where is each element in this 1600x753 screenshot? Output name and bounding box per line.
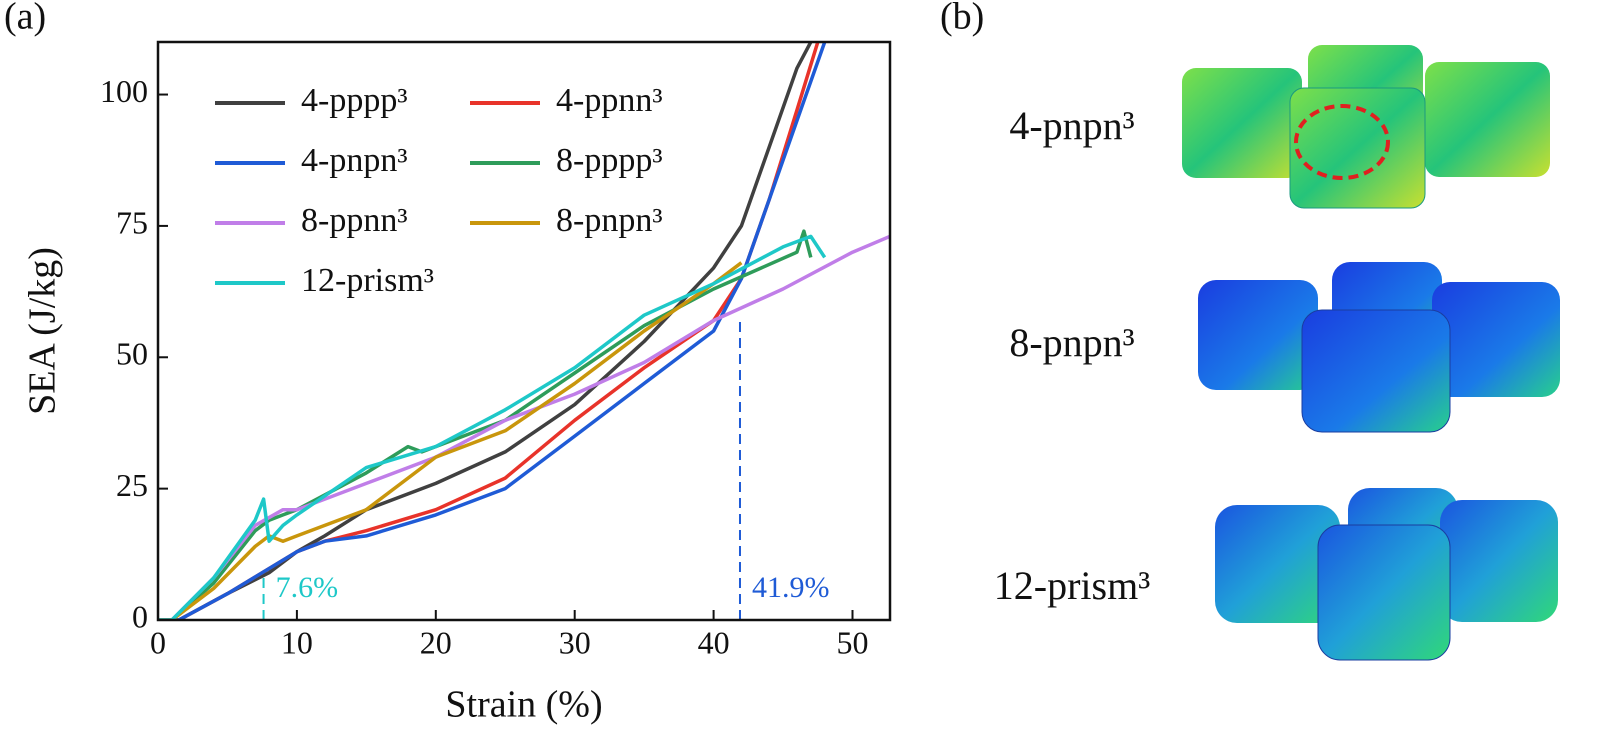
plot-frame xyxy=(156,40,892,622)
structure-label: 4-pnpn³ xyxy=(1009,103,1134,148)
y-tick-label: 50 xyxy=(116,336,148,372)
x-axis-title: Strain (%) xyxy=(445,684,602,726)
structure-images xyxy=(1182,45,1560,661)
image-8-pnpn xyxy=(1198,262,1560,433)
series-line xyxy=(158,234,827,620)
legend-label: 8-pnpn³ xyxy=(556,202,663,239)
image-4-pnpn xyxy=(1182,45,1550,209)
structure-label: 8-pnpn³ xyxy=(1009,320,1134,365)
legend-label: 8-pppp³ xyxy=(556,142,663,179)
structure-label: 12-prism³ xyxy=(994,563,1150,608)
image-12-prism xyxy=(1215,488,1558,661)
y-tick-label: 25 xyxy=(116,467,148,503)
annotation-text: 7.6% xyxy=(276,571,339,604)
y-tick-label: 100 xyxy=(100,73,148,109)
x-tick-label: 0 xyxy=(150,624,166,660)
series-line xyxy=(158,261,743,620)
legend-label: 8-ppnn³ xyxy=(301,202,408,239)
series-line xyxy=(158,42,820,620)
y-axis-title: SEA (J/kg) xyxy=(22,247,64,415)
series-line xyxy=(158,42,813,620)
x-tick-label: 30 xyxy=(559,624,591,660)
series-line xyxy=(158,42,827,620)
panel-label: (b) xyxy=(940,0,984,38)
series-line xyxy=(158,229,813,620)
y-tick-label: 0 xyxy=(132,598,148,634)
legend-label: 12-prism³ xyxy=(301,262,434,299)
annotation-text: 41.9% xyxy=(752,571,830,604)
legend-label: 4-ppnn³ xyxy=(556,82,663,119)
x-tick-label: 40 xyxy=(698,624,730,660)
x-tick-label: 20 xyxy=(420,624,452,660)
legend-label: 4-pnpn³ xyxy=(301,142,408,179)
legend-label: 4-pppp³ xyxy=(301,82,408,119)
x-tick-label: 50 xyxy=(836,624,868,660)
x-tick-label: 10 xyxy=(281,624,313,660)
series-line xyxy=(158,234,890,620)
y-tick-label: 75 xyxy=(116,204,148,240)
panel-label: (a) xyxy=(4,0,46,38)
